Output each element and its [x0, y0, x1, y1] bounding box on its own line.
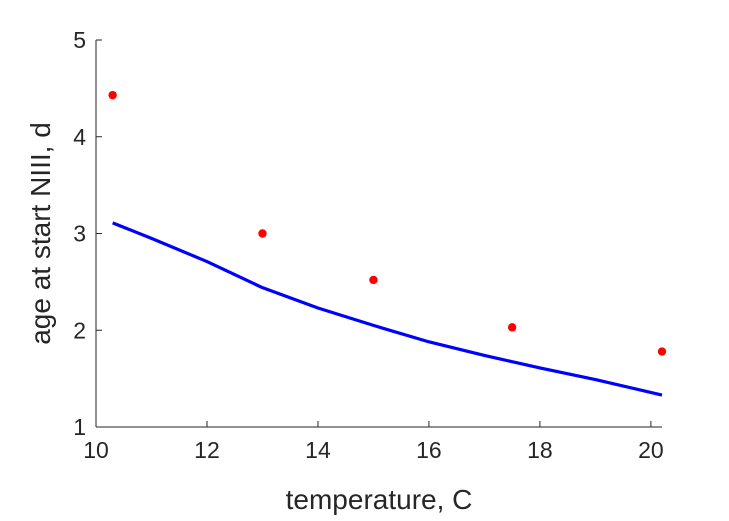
y-tick-label: 2: [73, 317, 86, 343]
plot-area: [108, 90, 667, 397]
y-tick-label: 4: [73, 124, 86, 150]
data-point: [657, 347, 667, 356]
y-axis-label: age at start NIII, d: [25, 122, 56, 345]
x-tick-label: 16: [416, 437, 442, 463]
x-tick-label: 10: [83, 437, 109, 463]
y-tick-label: 1: [73, 414, 86, 440]
x-tick-label: 20: [638, 437, 664, 463]
x-tick-label: 18: [527, 437, 553, 463]
x-axis-label: temperature, C: [286, 484, 473, 515]
x-axis: 10 12 14 16 18 20: [83, 421, 664, 463]
data-point: [258, 229, 267, 238]
series-line: [112, 221, 663, 397]
y-axis: 1 2 3 4 5: [73, 27, 102, 440]
y-tick-label: 5: [73, 27, 86, 53]
data-point: [108, 90, 117, 100]
x-tick-label: 14: [305, 437, 331, 463]
data-point: [369, 275, 378, 285]
y-tick-label: 3: [73, 221, 86, 247]
data-point: [507, 323, 517, 332]
x-tick-label: 12: [194, 437, 220, 463]
